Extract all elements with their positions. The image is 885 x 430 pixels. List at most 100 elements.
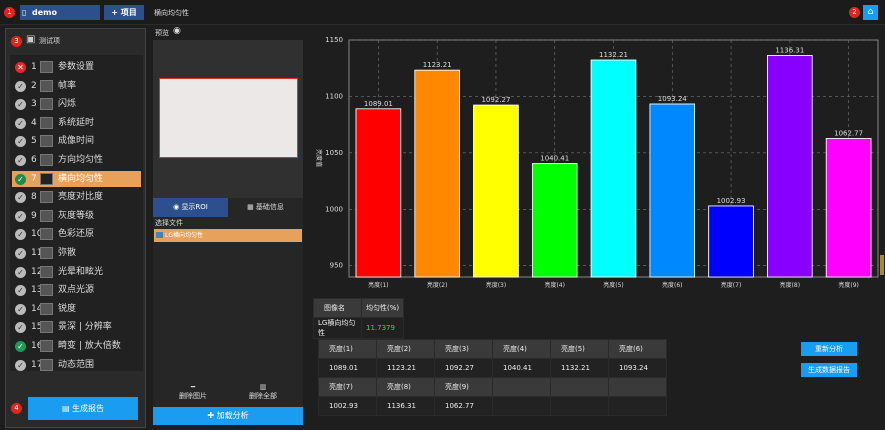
tab-basic-info[interactable]: ▦ 基础信息 — [228, 198, 303, 217]
export-data-report-button[interactable]: 生成数据报告 — [801, 363, 857, 377]
sidebar-item[interactable]: ✓ 13 双点光源 — [12, 282, 141, 298]
sidebar-item[interactable]: ✕ 1 参数设置 — [12, 59, 141, 75]
sidebar-item-number: 11 — [31, 248, 43, 258]
bar — [414, 69, 460, 278]
sidebar-item[interactable]: ✓ 8 亮度对比度 — [12, 189, 141, 205]
reanalyze-button[interactable]: 重新分析 — [801, 342, 857, 356]
check-icon: ✓ — [15, 117, 26, 129]
x-tick-label: 亮度(4) — [544, 281, 565, 289]
load-analysis-button[interactable]: ✚ 加载分析 — [153, 407, 303, 425]
sidebar-item-label: 方向均匀性 — [58, 155, 104, 165]
data-label: 1089.01 — [364, 100, 393, 108]
sidebar-item[interactable]: ✓ 2 帧率 — [12, 78, 141, 94]
data-label: 1093.24 — [658, 95, 687, 103]
sidebar-item[interactable]: ✓ 15 景深 | 分辨率 — [12, 319, 141, 335]
sidebar-item-label: 色彩还原 — [58, 229, 95, 240]
sidebar-item-label: 光晕和眩光 — [58, 266, 104, 277]
tab-show-roi[interactable]: ◉ 显示ROI — [153, 198, 228, 217]
check-icon: ✓ — [15, 155, 26, 166]
tab-label: 显示ROI — [181, 203, 208, 211]
test-item-icon — [40, 116, 53, 129]
sidebar-item[interactable]: ✓ 17 动态范围 — [12, 357, 141, 373]
test-item-icon — [40, 247, 53, 259]
values-header: 亮度(8) — [376, 377, 435, 397]
sidebar-item[interactable]: ✓ 12 光晕和眩光 — [12, 264, 141, 280]
sidebar-item[interactable]: ✓ 14 锐度 — [12, 301, 141, 317]
add-project-button[interactable]: + 项目 — [104, 5, 144, 20]
page-title: 横向均匀性 — [154, 9, 189, 17]
sidebar-item-number: 4 — [31, 117, 37, 128]
sidebar-item[interactable]: ✓ 11 弥散 — [12, 245, 141, 261]
sidebar-item-number: 2 — [31, 80, 37, 91]
sidebar-item-number: 5 — [31, 136, 37, 147]
sidebar-item-label: 系统延时 — [58, 117, 95, 128]
bar — [531, 163, 578, 278]
clipboard-icon: ▣ — [26, 34, 36, 45]
summary-header: 均匀性(%) — [361, 298, 404, 318]
project-selector[interactable]: ▯ demo — [20, 5, 100, 20]
test-item-icon — [40, 228, 53, 241]
delete-image-button[interactable]: ━ 删除图片 — [168, 383, 218, 401]
sidebar-item-label: 灰度等级 — [58, 210, 95, 221]
test-items-list: ✕ 1 参数设置 ✓ 2 帧率 ✓ 3 闪烁 ✓ 4 系统延时 ✓ 5 成像时间 ✓ 6 方向均匀性 ✓ 7 横向均匀性… — [10, 55, 143, 371]
scroll-handle[interactable] — [880, 255, 884, 275]
bar — [355, 108, 402, 278]
sidebar-item-number: 15 — [31, 322, 43, 333]
tab-label: 基础信息 — [255, 203, 284, 211]
y-axis-label: 亮度值 — [315, 149, 323, 167]
test-item-icon — [40, 79, 53, 92]
check-icon: ✓ — [15, 192, 26, 204]
delete-all-button[interactable]: ▥ 删除全部 — [238, 383, 288, 401]
eye-icon[interactable]: ◉ — [173, 26, 181, 36]
y-tick-label: 1150 — [325, 36, 343, 44]
values-header: 亮度(7) — [318, 377, 377, 397]
bar — [590, 59, 637, 278]
x-tick-label: 亮度(8) — [780, 281, 801, 289]
values-cell: 1002.93 — [318, 396, 377, 416]
y-tick-label: 1050 — [325, 149, 343, 157]
step-badge: 3 — [11, 36, 22, 47]
step-badge: 2 — [849, 7, 860, 18]
check-icon: ✓ — [15, 341, 26, 352]
values-header: 亮度(4) — [492, 339, 551, 359]
sidebar-item[interactable]: ✓ 5 成像时间 — [12, 133, 141, 149]
step-badge: 1 — [4, 7, 15, 18]
home-icon[interactable]: ⌂ — [863, 5, 878, 20]
sidebar-item-number: 16 — [31, 341, 43, 351]
sidebar-item[interactable]: ✓ 6 方向均匀性 — [12, 152, 141, 168]
delete-image-label: 删除图片 — [179, 392, 207, 400]
x-tick-label: 亮度(6) — [662, 281, 683, 289]
check-icon: ✓ — [15, 80, 26, 92]
check-icon: ✓ — [15, 248, 26, 259]
summary-header: 图像名 — [313, 298, 362, 318]
sidebar-item[interactable]: ✓ 10 色彩还原 — [12, 226, 141, 242]
empty-cell — [550, 396, 609, 416]
values-header: 亮度(3) — [434, 339, 493, 359]
image-icon — [156, 232, 163, 238]
test-item-icon — [40, 321, 53, 334]
sidebar-item[interactable]: ✓ 4 系统延时 — [12, 115, 141, 131]
test-item-icon — [40, 284, 53, 297]
test-item-icon — [40, 340, 53, 352]
test-items-panel: 3 ▣ 测试项 ✕ 1 参数设置 ✓ 2 帧率 ✓ 3 闪烁 ✓ 4 系统延时 ✓ 5 成像时间 ✓ 6 方向均匀… — [5, 28, 146, 428]
generate-report-button[interactable]: ▤ 生成报告 — [28, 397, 138, 420]
values-header: 亮度(1) — [318, 339, 377, 359]
preview-label: 预览 — [155, 29, 169, 37]
sidebar-item[interactable]: ✓ 16 畸变 | 放大倍数 — [12, 338, 141, 354]
sidebar-item[interactable]: ✓ 9 灰度等级 — [12, 208, 141, 224]
bar — [825, 138, 872, 278]
sidebar-item-label: 成像时间 — [58, 136, 95, 147]
sidebar-item-number: 1 — [31, 62, 37, 72]
sidebar-item-number: 17 — [31, 359, 43, 370]
data-label: 1123.21 — [423, 61, 452, 69]
file-list: 选择文件 LG横向均匀性 ━ 删除图片 ▥ 删除全部 — [153, 217, 303, 407]
file-item[interactable]: LG横向均匀性 — [154, 229, 302, 242]
sidebar-item[interactable]: ✓ 7 横向均匀性 — [12, 170, 141, 187]
check-icon: ✓ — [15, 359, 26, 371]
test-item-icon — [40, 135, 53, 148]
preview-column: 预览 ◉ ◉ 显示ROI ▦ 基础信息 选择文件 LG横向均匀性 ━ 删除图片 … — [153, 26, 303, 426]
sidebar-item[interactable]: ✓ 3 闪烁 — [12, 96, 141, 112]
summary-name: LG横向均匀性 — [313, 317, 362, 339]
sidebar-item-number: 7 — [31, 173, 37, 184]
load-analysis-label: 加载分析 — [216, 411, 249, 420]
